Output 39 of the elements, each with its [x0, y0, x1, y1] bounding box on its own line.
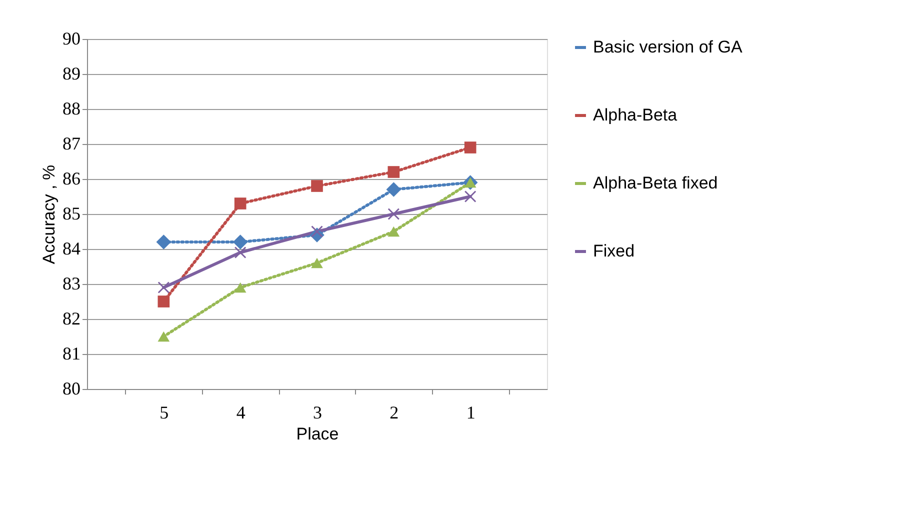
x-tick-label: 5 — [160, 402, 169, 422]
y-tick-label: 90 — [62, 28, 80, 48]
point — [311, 226, 323, 238]
point — [232, 234, 248, 250]
y-tick-label: 82 — [62, 308, 80, 328]
y-tick-label: 86 — [62, 168, 80, 188]
legend-label: Alpha-Beta — [593, 106, 678, 124]
legend-label: Basic version of GA — [593, 38, 743, 56]
point — [158, 331, 170, 342]
point — [158, 282, 170, 294]
point — [234, 282, 246, 293]
y-axis-title: Accuracy , % — [40, 164, 58, 264]
legend-label: Fixed — [593, 242, 635, 260]
point — [386, 182, 402, 197]
y-tick-label: 80 — [62, 378, 80, 398]
point — [388, 166, 400, 178]
y-tick-label: 87 — [62, 134, 80, 154]
y-tick-label: 88 — [62, 98, 80, 118]
point — [464, 142, 476, 154]
point — [311, 180, 323, 192]
point — [158, 296, 170, 308]
y-tick-label: 85 — [62, 204, 80, 224]
point — [156, 234, 172, 250]
x-tick-label: 3 — [313, 402, 322, 422]
legend-label: Alpha-Beta fixed — [593, 174, 718, 192]
point — [388, 208, 400, 220]
y-tick-label: 89 — [62, 64, 80, 84]
point — [388, 226, 400, 237]
x-tick-label: 4 — [236, 402, 246, 422]
x-axis-title: Place — [296, 424, 339, 444]
y-tick-label: 84 — [62, 238, 80, 258]
point — [311, 258, 323, 268]
point — [234, 246, 246, 258]
point — [234, 198, 246, 210]
x-tick-label: 2 — [390, 402, 399, 422]
y-tick-label: 83 — [62, 274, 80, 294]
point — [464, 190, 476, 202]
y-tick-label: 81 — [62, 344, 80, 364]
x-tick-label: 1 — [466, 402, 476, 422]
